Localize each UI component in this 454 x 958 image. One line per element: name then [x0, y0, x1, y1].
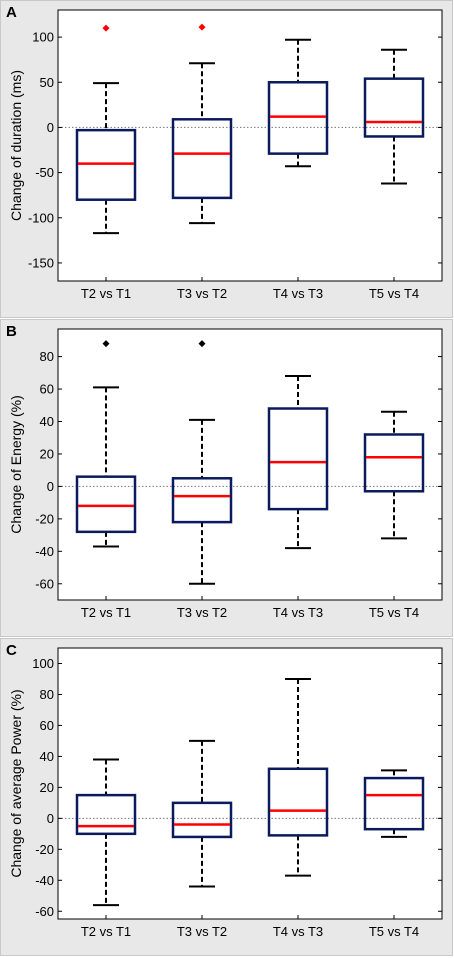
chart-b: B -60 -40 -20 0 20 40 60 80 T2 vs T1 T3 vs T2 T4 vs… — [0, 319, 453, 637]
y-tick-label: -150 — [28, 255, 54, 270]
chart-a: A -150 -100 -50 0 50 100 T2 vs T1 T3 vs T2 T4 vs … — [0, 0, 453, 318]
y-tick-label: -20 — [35, 511, 54, 526]
y-tick-label: 0 — [47, 479, 54, 494]
y-tick-label: 20 — [40, 780, 54, 795]
y-tick-label: -60 — [35, 904, 54, 919]
y-tick-label: -100 — [28, 210, 54, 225]
iqr-box — [267, 81, 329, 155]
plot-area — [57, 647, 443, 920]
y-tick-label: 40 — [40, 749, 54, 764]
x-tick-label: T2 vs T1 — [81, 605, 131, 620]
y-tick-label: 20 — [40, 446, 54, 461]
panel-label: C — [6, 642, 17, 659]
iqr-box — [363, 776, 425, 831]
box-3 — [267, 375, 329, 550]
x-tick-label: T3 vs T2 — [177, 286, 227, 301]
outlier-point — [198, 23, 206, 31]
y-tick-label: 100 — [32, 30, 54, 45]
plot-area — [57, 328, 443, 601]
y-tick-label: 80 — [40, 349, 54, 364]
box-3 — [267, 38, 329, 168]
y-tick-label: 0 — [47, 811, 54, 826]
panel-label: B — [6, 323, 17, 340]
y-tick-label: 0 — [47, 120, 54, 135]
y-tick-label: -50 — [35, 165, 54, 180]
iqr-box — [171, 118, 233, 200]
box-2 — [171, 23, 233, 225]
iqr-box — [267, 407, 329, 511]
outlier-point — [102, 340, 110, 348]
box-1 — [75, 24, 137, 235]
x-tick-label: T2 vs T1 — [81, 286, 131, 301]
iqr-box — [75, 475, 137, 534]
box-3 — [267, 677, 329, 877]
y-tick-label: -40 — [35, 544, 54, 559]
box-1 — [75, 340, 137, 548]
panel-label: A — [6, 4, 17, 21]
y-axis-label: Change of duration (ms) — [8, 70, 24, 221]
y-tick-label: 50 — [40, 75, 54, 90]
y-tick-label: -40 — [35, 873, 54, 888]
y-tick-label: 80 — [40, 687, 54, 702]
y-tick-label: 100 — [32, 656, 54, 671]
y-tick-label: 40 — [40, 414, 54, 429]
y-tick-label: -20 — [35, 842, 54, 857]
x-tick-label: T5 vs T4 — [369, 924, 419, 939]
outlier-point — [198, 340, 206, 348]
panel-c: C -60 -40 -20 0 20 40 60 80 100 T2 vs T1 T3 vs T2 T4… — [0, 638, 454, 957]
x-tick-label: T4 vs T3 — [273, 286, 323, 301]
y-tick-label: -60 — [35, 576, 54, 591]
panel-a: A -150 -100 -50 0 50 100 T2 vs T1 T3 vs T2 T4 vs … — [0, 0, 454, 319]
iqr-box — [363, 77, 425, 138]
x-tick-label: T5 vs T4 — [369, 605, 419, 620]
chart-c: C -60 -40 -20 0 20 40 60 80 100 T2 vs T1 T3 vs T2 T4… — [0, 638, 453, 956]
box-2 — [171, 739, 233, 888]
box-4 — [363, 410, 425, 540]
outlier-point — [102, 24, 110, 32]
box-4 — [363, 48, 425, 185]
panel-b: B -60 -40 -20 0 20 40 60 80 T2 vs T1 T3 vs T2 T4 vs… — [0, 319, 454, 638]
iqr-box — [267, 767, 329, 837]
x-tick-label: T5 vs T4 — [369, 286, 419, 301]
plot-area — [57, 9, 443, 282]
x-tick-label: T4 vs T3 — [273, 924, 323, 939]
box-2 — [171, 340, 233, 585]
box-4 — [363, 769, 425, 838]
x-tick-label: T3 vs T2 — [177, 605, 227, 620]
y-axis-label: Change of average Power (%) — [8, 689, 24, 877]
y-tick-label: 60 — [40, 382, 54, 397]
y-axis-label: Change of Energy (%) — [8, 395, 24, 534]
x-tick-label: T3 vs T2 — [177, 924, 227, 939]
x-tick-label: T4 vs T3 — [273, 605, 323, 620]
box-1 — [75, 758, 137, 907]
x-tick-label: T2 vs T1 — [81, 924, 131, 939]
y-tick-label: 60 — [40, 718, 54, 733]
iqr-box — [171, 801, 233, 839]
iqr-box — [75, 793, 137, 836]
iqr-box — [363, 433, 425, 493]
iqr-box — [171, 477, 233, 524]
iqr-box — [75, 128, 137, 201]
